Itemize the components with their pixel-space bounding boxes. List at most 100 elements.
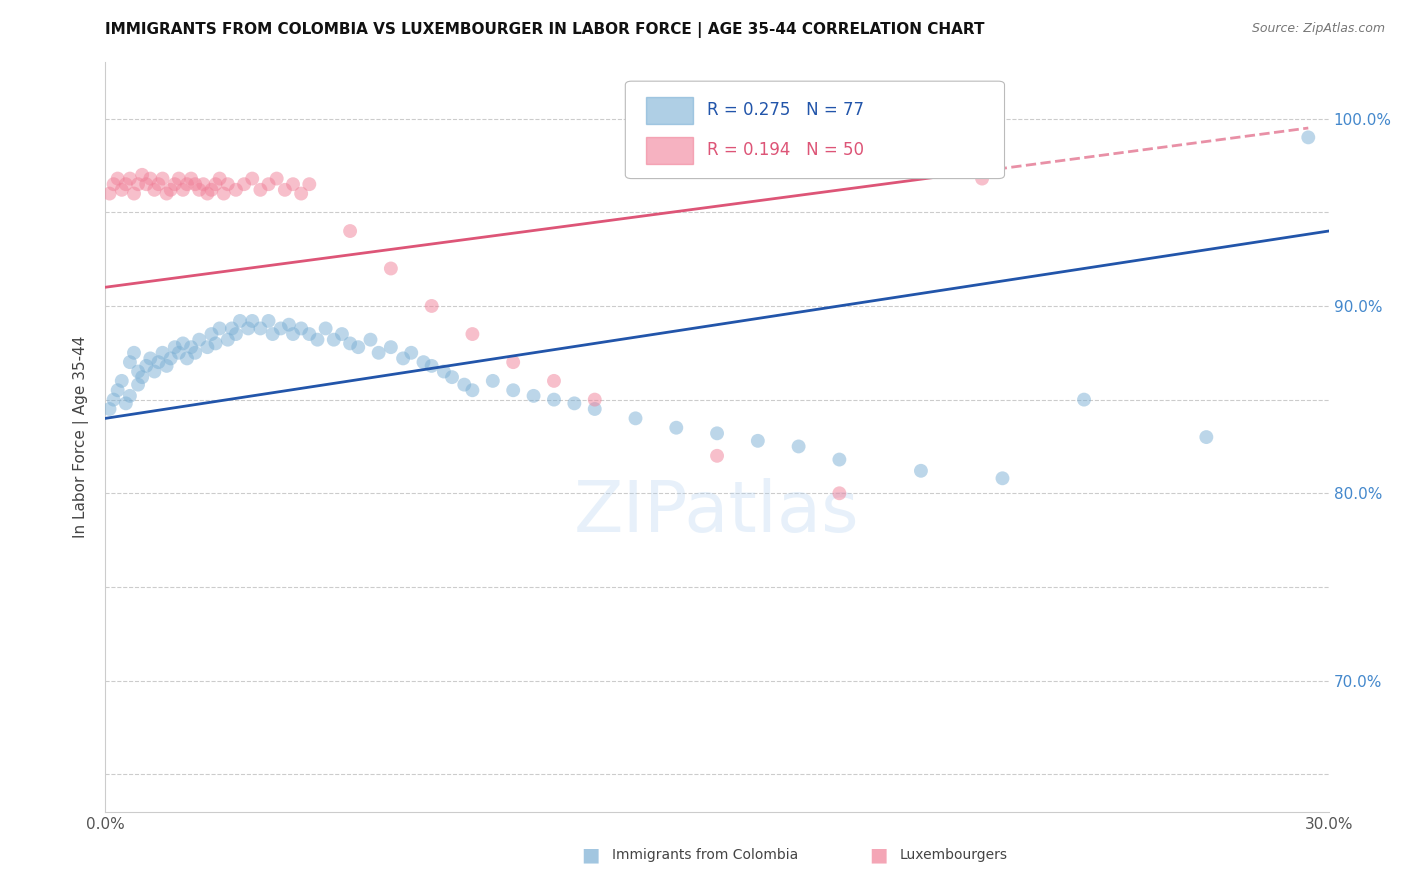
Point (167, 171, 190, 186)
Point (103, 178, 125, 192)
Point (139, 171, 162, 186)
Point (127, 377, 149, 392)
Point (172, 183, 194, 197)
Text: ■: ■ (581, 845, 600, 864)
Point (180, 340, 202, 354)
Point (330, 327, 353, 342)
Point (156, 359, 179, 373)
Point (159, 183, 181, 197)
Point (193, 178, 215, 192)
Point (1195, 430, 1218, 444)
Point (624, 411, 647, 425)
Point (115, 396, 138, 410)
Point (828, 452, 851, 467)
Point (420, 299, 443, 313)
Point (665, 421, 688, 435)
Point (240, 314, 263, 328)
Point (523, 389, 546, 403)
FancyBboxPatch shape (626, 81, 1004, 178)
Point (111, 183, 134, 197)
Point (307, 333, 329, 347)
Point (380, 261, 402, 276)
Point (188, 183, 211, 197)
Point (543, 374, 565, 388)
Point (229, 314, 252, 328)
Point (257, 314, 280, 328)
Point (163, 178, 186, 192)
Point (131, 370, 153, 384)
Text: IMMIGRANTS FROM COLOMBIA VS LUXEMBOURGER IN LABOR FORCE | AGE 35-44 CORRELATION : IMMIGRANTS FROM COLOMBIA VS LUXEMBOURGER… (105, 22, 986, 38)
FancyBboxPatch shape (647, 136, 693, 163)
Point (176, 351, 198, 366)
Point (176, 178, 198, 192)
Point (315, 321, 337, 335)
Point (322, 333, 344, 347)
Point (461, 384, 484, 398)
Point (204, 336, 226, 351)
Point (274, 183, 297, 197)
Point (367, 346, 389, 360)
Point (747, 434, 769, 448)
Point (127, 178, 149, 192)
Point (706, 449, 728, 463)
Point (412, 355, 434, 369)
Point (828, 486, 851, 500)
Point (706, 426, 728, 441)
Point (392, 351, 415, 366)
Point (543, 392, 565, 407)
Text: ZIPatlas: ZIPatlas (574, 477, 860, 547)
Point (139, 351, 162, 366)
Point (200, 327, 222, 342)
Point (249, 183, 271, 197)
Point (152, 171, 174, 186)
Point (148, 355, 170, 369)
Text: R = 0.194   N = 50: R = 0.194 N = 50 (707, 141, 865, 159)
Point (135, 359, 157, 373)
Point (122, 346, 145, 360)
Point (159, 351, 181, 366)
Point (583, 402, 606, 417)
Point (562, 396, 586, 410)
Point (262, 327, 284, 342)
Point (131, 168, 153, 182)
Point (481, 374, 505, 388)
Point (339, 224, 361, 238)
Point (156, 186, 179, 201)
Point (281, 327, 304, 342)
Point (167, 346, 190, 360)
Point (270, 321, 292, 335)
Text: Source: ZipAtlas.com: Source: ZipAtlas.com (1251, 22, 1385, 36)
Point (236, 321, 260, 335)
Point (339, 336, 361, 351)
Point (290, 321, 312, 335)
Text: ■: ■ (869, 845, 889, 864)
Point (217, 333, 239, 347)
Point (143, 183, 166, 197)
Text: Immigrants from Colombia: Immigrants from Colombia (612, 847, 797, 862)
FancyBboxPatch shape (647, 97, 693, 124)
Point (98, 186, 121, 201)
Point (184, 178, 207, 192)
Point (188, 333, 211, 347)
Point (135, 178, 157, 192)
Point (298, 327, 321, 342)
Point (127, 365, 149, 379)
Point (225, 327, 247, 342)
Point (433, 365, 456, 379)
Point (197, 340, 219, 354)
Point (991, 471, 1014, 485)
Point (266, 171, 288, 186)
Point (225, 183, 247, 197)
Point (240, 171, 263, 186)
Point (217, 178, 239, 192)
Point (118, 171, 141, 186)
Point (107, 171, 129, 186)
Point (118, 355, 141, 369)
Point (249, 321, 271, 335)
Point (257, 178, 280, 192)
Point (204, 178, 226, 192)
Point (401, 346, 423, 360)
Point (290, 186, 312, 201)
Text: R = 0.275   N = 77: R = 0.275 N = 77 (707, 102, 865, 120)
Point (420, 359, 443, 373)
